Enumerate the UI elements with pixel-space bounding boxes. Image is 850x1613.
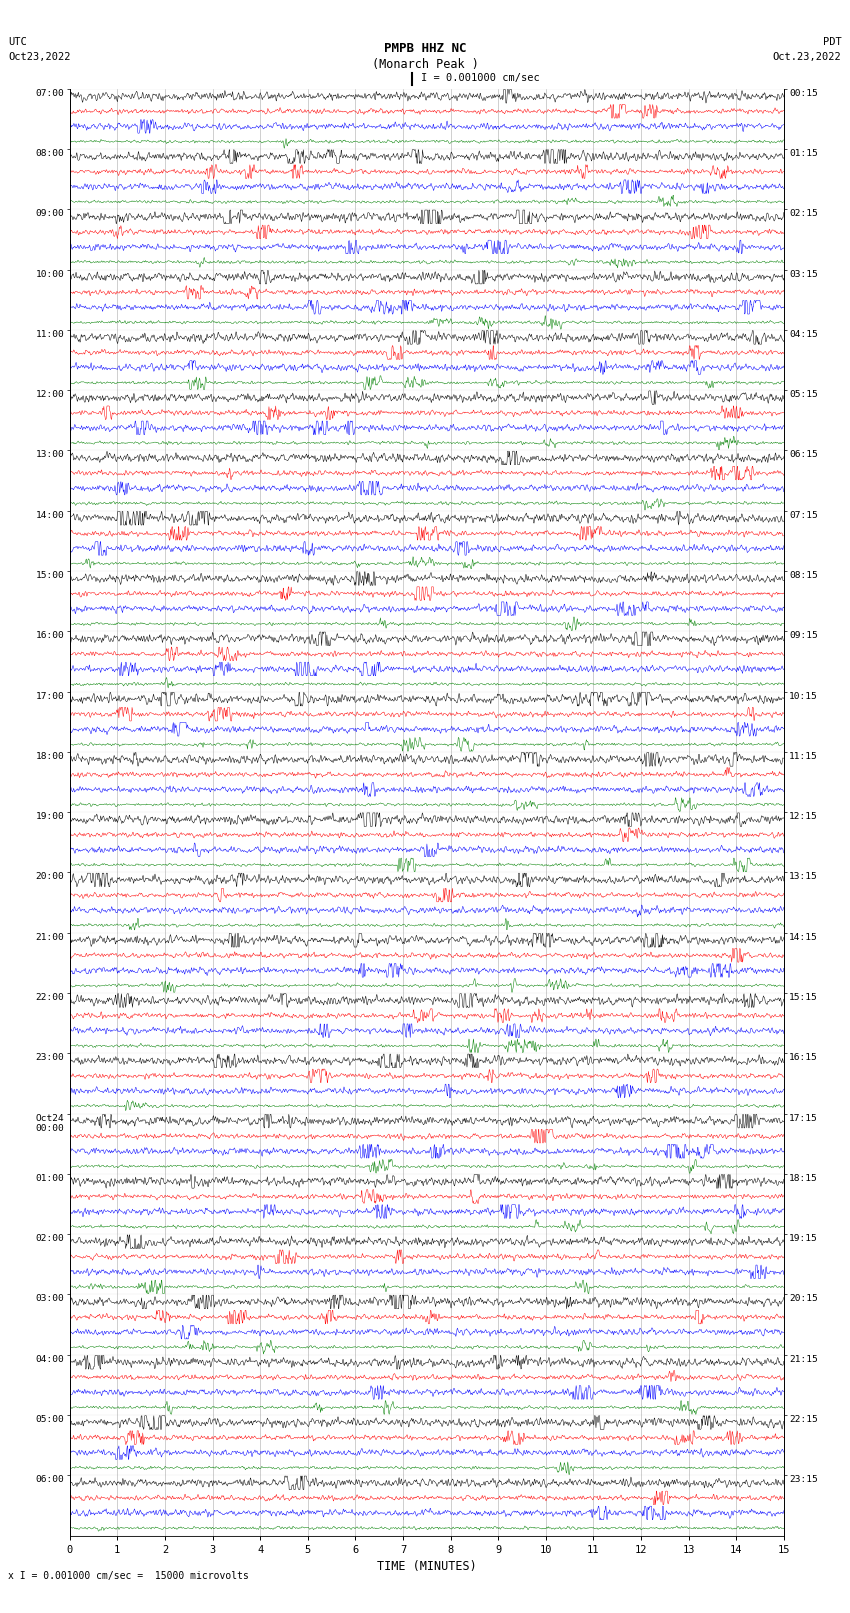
Text: PDT: PDT xyxy=(823,37,842,47)
Text: I = 0.001000 cm/sec: I = 0.001000 cm/sec xyxy=(421,73,540,82)
Text: Oct23,2022: Oct23,2022 xyxy=(8,52,71,61)
Text: x I = 0.001000 cm/sec =  15000 microvolts: x I = 0.001000 cm/sec = 15000 microvolts xyxy=(8,1571,249,1581)
Text: (Monarch Peak ): (Monarch Peak ) xyxy=(371,58,479,71)
X-axis label: TIME (MINUTES): TIME (MINUTES) xyxy=(377,1560,477,1573)
Text: UTC: UTC xyxy=(8,37,27,47)
Text: Oct.23,2022: Oct.23,2022 xyxy=(773,52,842,61)
Text: PMPB HHZ NC: PMPB HHZ NC xyxy=(383,42,467,55)
